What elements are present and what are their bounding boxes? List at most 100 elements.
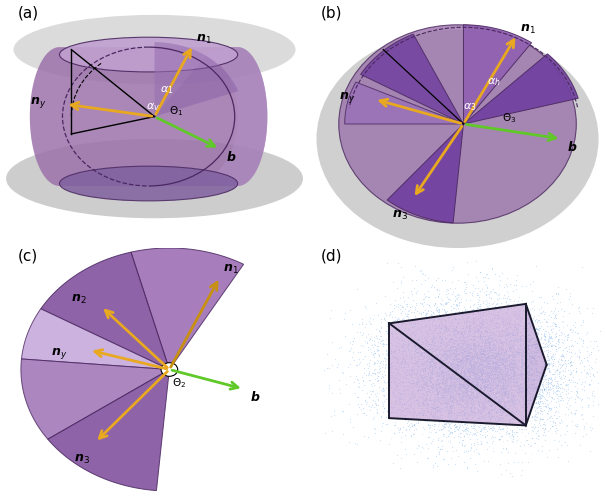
Point: [480, 341, 490, 349]
Point: [538, 366, 548, 374]
Point: [554, 369, 564, 376]
Point: [481, 383, 491, 391]
Point: [485, 395, 494, 403]
Point: [446, 392, 456, 400]
Point: [458, 362, 468, 370]
Point: [476, 369, 486, 376]
Point: [519, 334, 528, 342]
Point: [487, 392, 497, 400]
Point: [481, 357, 490, 365]
Point: [392, 370, 402, 377]
Point: [450, 375, 460, 383]
Point: [479, 378, 489, 386]
Point: [421, 365, 430, 373]
Point: [478, 400, 488, 408]
Point: [459, 360, 468, 368]
Point: [443, 397, 453, 405]
Point: [431, 336, 441, 344]
Point: [362, 398, 371, 406]
Point: [479, 341, 489, 349]
Point: [425, 374, 435, 382]
Point: [472, 418, 482, 426]
Point: [416, 329, 426, 337]
Point: [483, 388, 493, 396]
Point: [364, 393, 374, 401]
Point: [449, 387, 459, 395]
Point: [387, 372, 396, 380]
Point: [434, 384, 444, 392]
Point: [479, 375, 488, 383]
Point: [493, 363, 502, 371]
Point: [399, 387, 408, 395]
Point: [456, 382, 466, 390]
Point: [489, 370, 499, 377]
Point: [463, 374, 473, 382]
Point: [488, 396, 498, 404]
Point: [517, 357, 527, 365]
Point: [553, 336, 562, 344]
Point: [345, 307, 355, 314]
Point: [475, 364, 485, 372]
Point: [459, 387, 469, 395]
Point: [410, 353, 420, 361]
Point: [471, 368, 481, 375]
Point: [456, 374, 465, 382]
Point: [490, 353, 499, 361]
Point: [448, 355, 458, 363]
Point: [457, 416, 467, 424]
Point: [523, 373, 533, 381]
Point: [391, 408, 401, 416]
Point: [588, 371, 598, 378]
Point: [489, 358, 499, 366]
Point: [492, 362, 502, 370]
Point: [445, 338, 454, 346]
Point: [540, 371, 550, 379]
Point: [478, 361, 488, 369]
Point: [460, 405, 470, 413]
Point: [450, 380, 460, 388]
Point: [501, 368, 511, 376]
Point: [490, 336, 500, 344]
Point: [425, 342, 435, 350]
Point: [434, 332, 444, 340]
Point: [403, 360, 413, 368]
Point: [398, 356, 408, 364]
Point: [481, 324, 491, 332]
Point: [438, 362, 447, 370]
Point: [470, 330, 480, 338]
Point: [420, 326, 430, 334]
Point: [453, 398, 462, 406]
Point: [448, 358, 458, 366]
Point: [439, 380, 448, 388]
Point: [466, 407, 476, 415]
Point: [442, 389, 452, 397]
Point: [366, 320, 376, 328]
Point: [556, 392, 566, 400]
Point: [465, 410, 474, 418]
Point: [501, 370, 510, 377]
Point: [445, 428, 454, 436]
Point: [532, 382, 542, 390]
Point: [500, 371, 510, 379]
Point: [479, 413, 488, 421]
Point: [447, 363, 456, 371]
Point: [460, 351, 470, 359]
Point: [459, 448, 469, 456]
Point: [539, 298, 549, 306]
Point: [464, 351, 473, 359]
Point: [419, 360, 429, 368]
Point: [481, 415, 490, 423]
Point: [482, 302, 491, 310]
Point: [493, 389, 502, 397]
Point: [473, 366, 482, 373]
Point: [410, 391, 419, 399]
Point: [446, 408, 456, 416]
Point: [456, 389, 465, 397]
Point: [560, 344, 570, 352]
Point: [456, 336, 466, 344]
Point: [442, 382, 451, 390]
Point: [513, 348, 522, 356]
Point: [513, 389, 523, 397]
Point: [487, 354, 497, 362]
Point: [472, 348, 482, 356]
